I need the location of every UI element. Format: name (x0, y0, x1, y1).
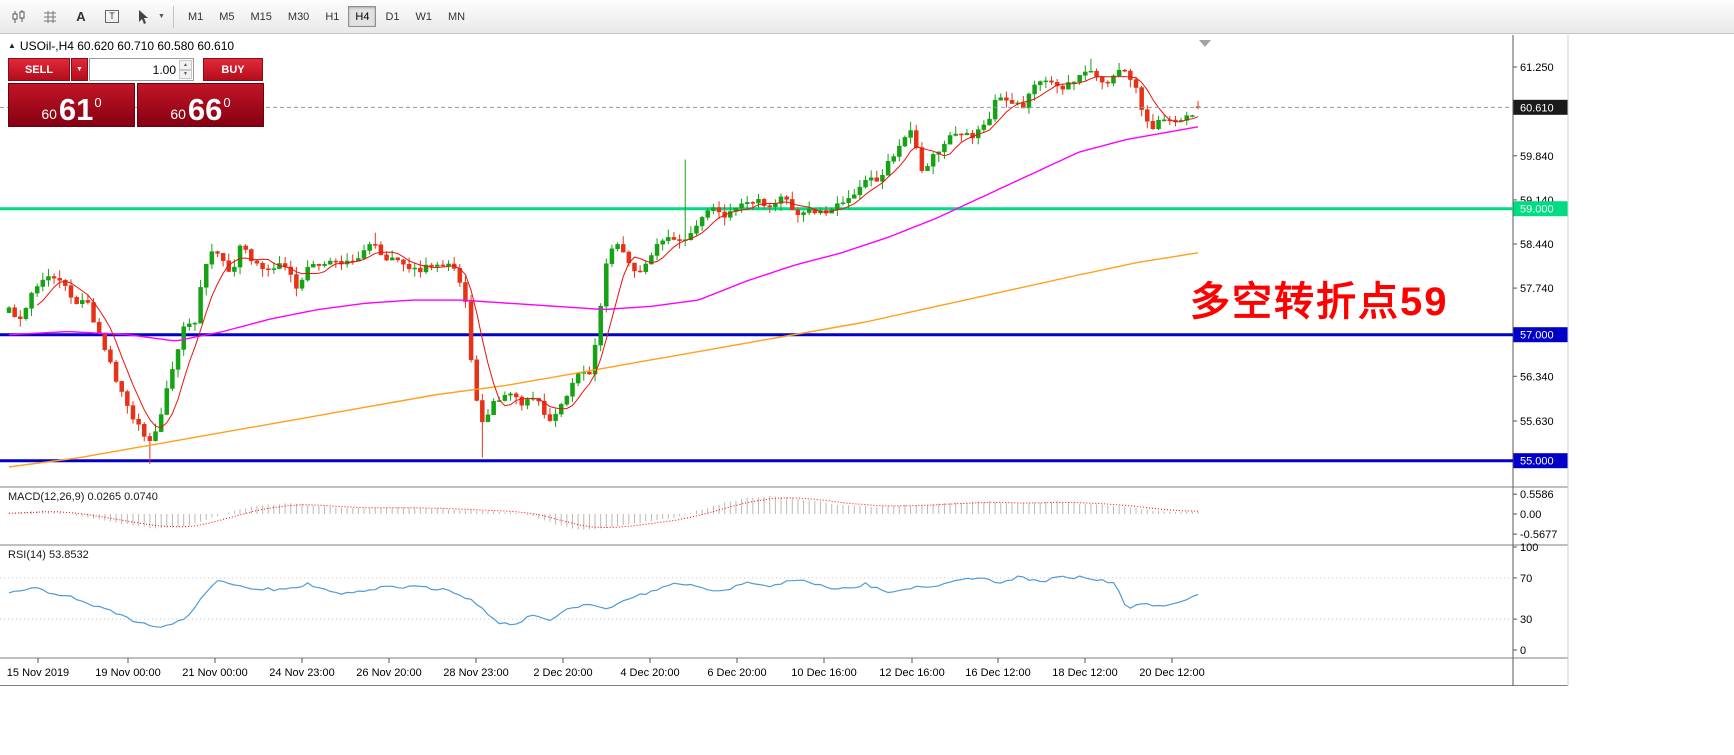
timeframe-button-w1[interactable]: W1 (409, 6, 440, 27)
buy-price-box[interactable]: 60 66 0 (137, 83, 264, 127)
toolbar-separator (172, 5, 174, 28)
time-axis-label: 12 Dec 16:00 (879, 667, 944, 679)
timeframe-button-d1[interactable]: D1 (378, 6, 406, 27)
quote-header: ▲ USOil-,H4 60.620 60.710 60.580 60.610 (8, 39, 234, 53)
time-axis-label: 18 Dec 12:00 (1052, 667, 1117, 679)
rsi-axis-label: 100 (1520, 542, 1538, 554)
horizontal-lines[interactable] (0, 207, 1513, 463)
price-badge-label: 57.000 (1520, 330, 1554, 342)
volume-input[interactable] (90, 61, 178, 78)
timeframe-button-h4[interactable]: H4 (348, 6, 377, 27)
rsi-axis-label: 70 (1520, 573, 1532, 585)
price-axis-label: 59.840 (1520, 151, 1554, 163)
buy-price-sup: 0 (223, 95, 231, 110)
rsi-label: RSI(14) 53.8532 (8, 549, 89, 561)
pointer-icon (139, 9, 148, 24)
chart-window: 61.250 59.840 59.140 58.440 57.740 56.340 55.6… (0, 35, 1734, 686)
macd-axis[interactable]: 0.5586 0.00 -0.5677 (1513, 489, 1557, 541)
price-badge (1513, 201, 1568, 217)
time-axis-label: 26 Nov 20:00 (356, 667, 421, 679)
price-axis-label: 58.440 (1520, 239, 1554, 251)
buy-price-big: 66 (187, 91, 223, 127)
time-axis-label: 6 Dec 20:00 (707, 667, 766, 679)
time-axis-label: 15 Nov 2019 (7, 667, 69, 679)
cursor-tool-button[interactable] (129, 5, 157, 29)
macd-axis-label: 0.5586 (1520, 489, 1554, 501)
timeframe-button-m15[interactable]: M15 (244, 6, 279, 27)
timeframe-button-m30[interactable]: M30 (281, 6, 316, 27)
price-badge (1513, 453, 1568, 469)
time-axis-label: 2 Dec 20:00 (533, 667, 592, 679)
timeframe-button-mn[interactable]: MN (441, 6, 472, 27)
buy-button[interactable]: BUY (203, 58, 263, 81)
price-badge (1513, 327, 1568, 343)
sell-price-small: 60 (41, 106, 57, 122)
time-axis-label: 21 Nov 00:00 (182, 667, 247, 679)
bottom-area (0, 686, 1734, 755)
price-axis-label: 57.740 (1520, 283, 1554, 295)
spinner-up-icon[interactable]: ▲ (179, 60, 192, 70)
candlesticks-icon (12, 9, 25, 23)
volume-box: ▲ ▼ (89, 58, 194, 81)
ma-fast-line (36, 76, 1199, 429)
time-axis-label: 4 Dec 20:00 (620, 667, 679, 679)
spinner-down-icon[interactable]: ▼ (179, 69, 192, 79)
rsi-panel (0, 575, 1513, 628)
time-axis-label: 10 Dec 16:00 (791, 667, 856, 679)
chart-chrome (0, 35, 1569, 686)
chart-canvas[interactable]: 61.25059.84059.14058.44057.74056.34055.6… (0, 35, 1734, 686)
price-badge-label: 59.000 (1520, 204, 1554, 216)
time-axis-label: 24 Nov 23:00 (269, 667, 334, 679)
quote-ohlc-text: USOil-,H4 60.620 60.710 60.580 60.610 (19, 39, 235, 53)
macd-label: MACD(12,26,9) 0.0265 0.0740 (8, 491, 158, 503)
price-badge (1513, 99, 1568, 115)
timeframe-button-h1[interactable]: H1 (318, 6, 346, 27)
timeframe-button-m5[interactable]: M5 (212, 6, 241, 27)
time-axis[interactable]: 15 Nov 2019 19 Nov 00:00 21 Nov 00:00 24 No… (7, 658, 1205, 679)
chart-annotation: 多空转折点59 (1190, 280, 1449, 324)
insert-text-button[interactable]: A (67, 5, 95, 29)
text-a-icon: A (76, 9, 86, 24)
price-badge-label: 55.000 (1520, 456, 1554, 468)
macd-axis-label: -0.5677 (1520, 529, 1557, 541)
buy-price-small: 60 (170, 106, 186, 122)
symbol-marker-icon: ▲ (8, 41, 16, 50)
textbox-t-icon: T (105, 10, 119, 23)
ma-slow-line (8, 252, 1199, 468)
toolbar: A T ▼ M1 M5 M15 M30 H1 H4 D1 W1 MN (0, 0, 1734, 34)
time-axis-label: 20 Dec 12:00 (1139, 667, 1204, 679)
time-axis-label: 28 Nov 23:00 (443, 667, 508, 679)
time-axis-label: 19 Nov 00:00 (95, 667, 160, 679)
sell-button[interactable]: SELL (8, 58, 70, 81)
sell-price-big: 61 (58, 91, 94, 127)
rsi-axis-label: 30 (1520, 614, 1532, 626)
timeframe-button-m1[interactable]: M1 (181, 6, 210, 27)
cursor-dropdown-chevron-icon[interactable]: ▼ (158, 13, 165, 20)
price-axis-label: 56.340 (1520, 371, 1554, 383)
timeframe-group: M1 M5 M15 M30 H1 H4 D1 W1 MN (181, 6, 474, 27)
candlestick-chart-button[interactable] (5, 5, 33, 29)
sell-price-box[interactable]: 60 61 0 (8, 83, 135, 127)
rsi-axis-label: 0 (1520, 645, 1526, 657)
chart-shift-marker-icon (1199, 40, 1211, 47)
macd-axis-label: 0.00 (1520, 509, 1541, 521)
time-axis-label: 16 Dec 12:00 (965, 667, 1030, 679)
price-badge-label: 60.610 (1520, 102, 1554, 114)
price-axis-label: 61.250 (1520, 62, 1554, 74)
text-label-button[interactable]: T (98, 5, 126, 29)
sell-dropdown-icon[interactable]: ▼ (71, 58, 88, 81)
grid-icon (44, 10, 56, 23)
ma-mid-line (8, 126, 1199, 342)
price-axis[interactable]: 61.25059.84059.14058.44057.74056.34055.6… (1513, 62, 1568, 469)
price-axis-label: 55.630 (1520, 416, 1554, 428)
grid-lines-button[interactable] (36, 5, 64, 29)
rsi-axis[interactable]: 100 70 30 0 (1513, 542, 1538, 657)
sell-price-sup: 0 (94, 95, 102, 110)
macd-panel (8, 495, 1199, 530)
volume-spinner: ▲ ▼ (179, 60, 192, 79)
